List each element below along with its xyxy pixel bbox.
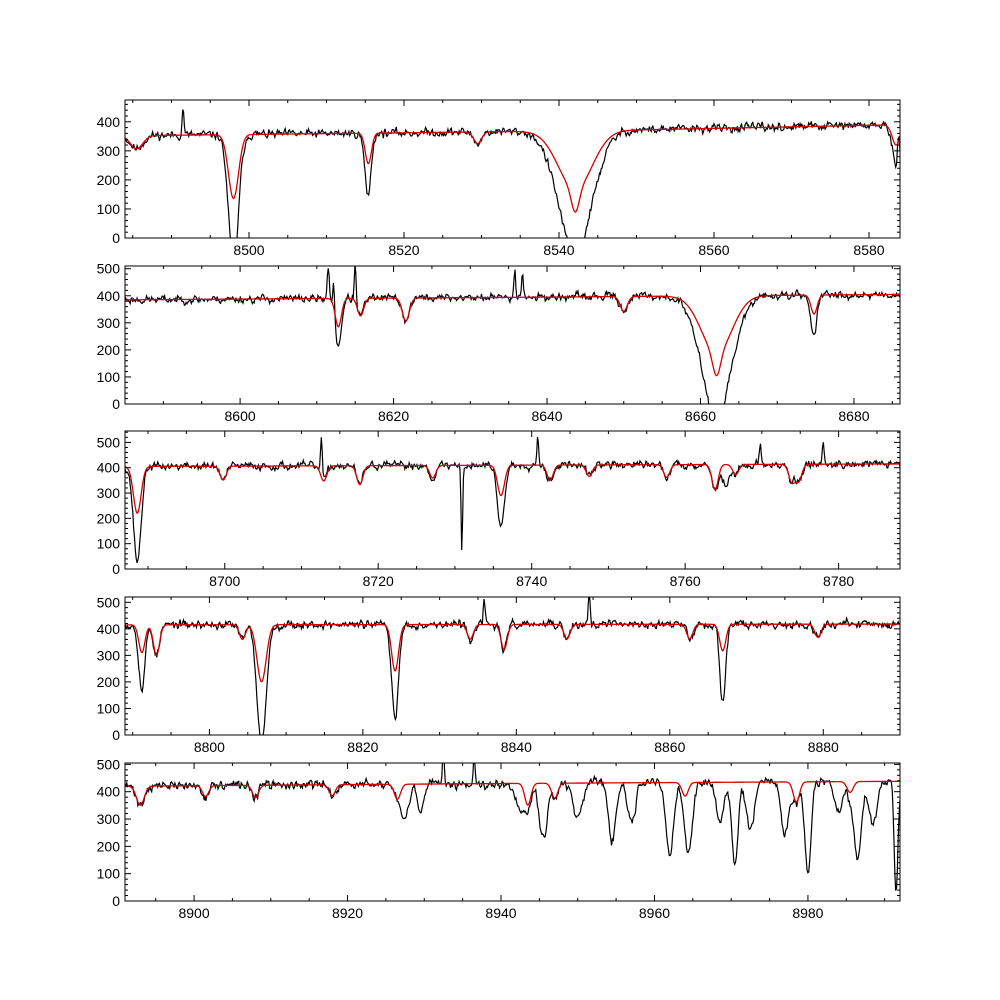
x-tick-label: 8780 [823, 573, 854, 589]
y-tick-label: 400 [97, 114, 121, 130]
y-tick-label: 400 [97, 784, 121, 800]
x-tick-label: 8680 [838, 408, 869, 424]
axes-frame [124, 762, 901, 902]
x-tick-label: 8520 [388, 242, 419, 258]
y-tick-label: 0 [112, 396, 120, 412]
observed-spectrum-line [125, 109, 900, 238]
y-tick-label: 100 [97, 369, 121, 385]
observed-spectrum-line [125, 763, 900, 891]
x-tick-label: 8860 [654, 739, 685, 755]
model-spectrum-line [125, 463, 900, 515]
x-tick-label: 8740 [516, 573, 547, 589]
observed-spectrum-line [125, 436, 900, 564]
x-tick-label: 8900 [178, 905, 209, 921]
y-tick-label: 300 [97, 143, 121, 159]
y-tick-label: 300 [97, 811, 121, 827]
y-tick-label: 0 [112, 230, 120, 246]
y-tick-label: 100 [97, 700, 121, 716]
y-tick-label: 200 [97, 342, 121, 358]
y-tick-label: 100 [97, 866, 121, 882]
y-tick-label: 300 [97, 485, 121, 501]
axes-frame [124, 99, 901, 239]
x-tick-label: 8960 [639, 905, 670, 921]
y-tick-label: 400 [97, 288, 121, 304]
y-tick-label: 300 [97, 315, 121, 331]
model-spectrum-line [125, 780, 900, 807]
x-tick-label: 8500 [233, 242, 264, 258]
x-tick-label: 8820 [347, 739, 378, 755]
spectrum-panel-5: 8900 8920 8940 8960 8980 0 100 200 300 400 500 [97, 756, 901, 921]
x-tick-label: 8660 [685, 408, 716, 424]
x-tick-label: 8720 [363, 573, 394, 589]
y-tick-label: 200 [97, 674, 121, 690]
y-tick-label: 200 [97, 172, 121, 188]
x-tick-label: 8800 [194, 739, 225, 755]
x-tick-label: 8580 [853, 242, 884, 258]
x-tick-label: 8880 [808, 739, 839, 755]
spectrum-panel-1: 8500 8520 8540 8560 8580 0 100 200 300 400 [97, 99, 901, 258]
x-tick-label: 8840 [501, 739, 532, 755]
observed-spectrum-line [125, 597, 900, 735]
x-tick-label: 8540 [543, 242, 574, 258]
y-tick-label: 100 [97, 201, 121, 217]
y-tick-label: 400 [97, 460, 121, 476]
spectrum-panel-3: 8700 8720 8740 8760 8780 0 100 200 300 400 500 [97, 430, 901, 589]
y-tick-label: 0 [112, 561, 120, 577]
y-tick-label: 500 [97, 594, 121, 610]
spectrum-panel-2: 8600 8620 8640 8660 8680 0 100 200 300 400 500 [97, 261, 901, 424]
axes-frame [124, 430, 901, 570]
model-spectrum-line [125, 623, 900, 683]
x-tick-label: 8640 [531, 408, 562, 424]
x-tick-label: 8920 [332, 905, 363, 921]
y-tick-label: 400 [97, 621, 121, 637]
y-tick-label: 100 [97, 536, 121, 552]
y-tick-label: 300 [97, 647, 121, 663]
x-tick-label: 8700 [209, 573, 240, 589]
x-tick-label: 8980 [792, 905, 823, 921]
axes-frame [124, 265, 901, 405]
y-tick-label: 500 [97, 756, 121, 772]
model-spectrum-line [125, 293, 900, 377]
y-tick-label: 0 [112, 893, 120, 909]
y-tick-label: 500 [97, 434, 121, 450]
spectrum-panel-4: 8800 8820 8840 8860 8880 0 100 200 300 400 500 [97, 594, 901, 755]
x-tick-label: 8620 [378, 408, 409, 424]
y-tick-label: 200 [97, 510, 121, 526]
x-tick-label: 8940 [485, 905, 516, 921]
y-tick-label: 200 [97, 838, 121, 854]
model-spectrum-line [125, 124, 900, 213]
x-tick-label: 8600 [225, 408, 256, 424]
x-tick-label: 8760 [670, 573, 701, 589]
y-tick-label: 0 [112, 727, 120, 743]
y-tick-label: 500 [97, 261, 121, 277]
x-tick-label: 8560 [698, 242, 729, 258]
